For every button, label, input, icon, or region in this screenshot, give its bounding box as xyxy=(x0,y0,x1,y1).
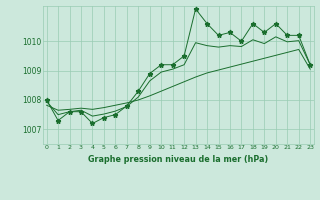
X-axis label: Graphe pression niveau de la mer (hPa): Graphe pression niveau de la mer (hPa) xyxy=(88,155,268,164)
